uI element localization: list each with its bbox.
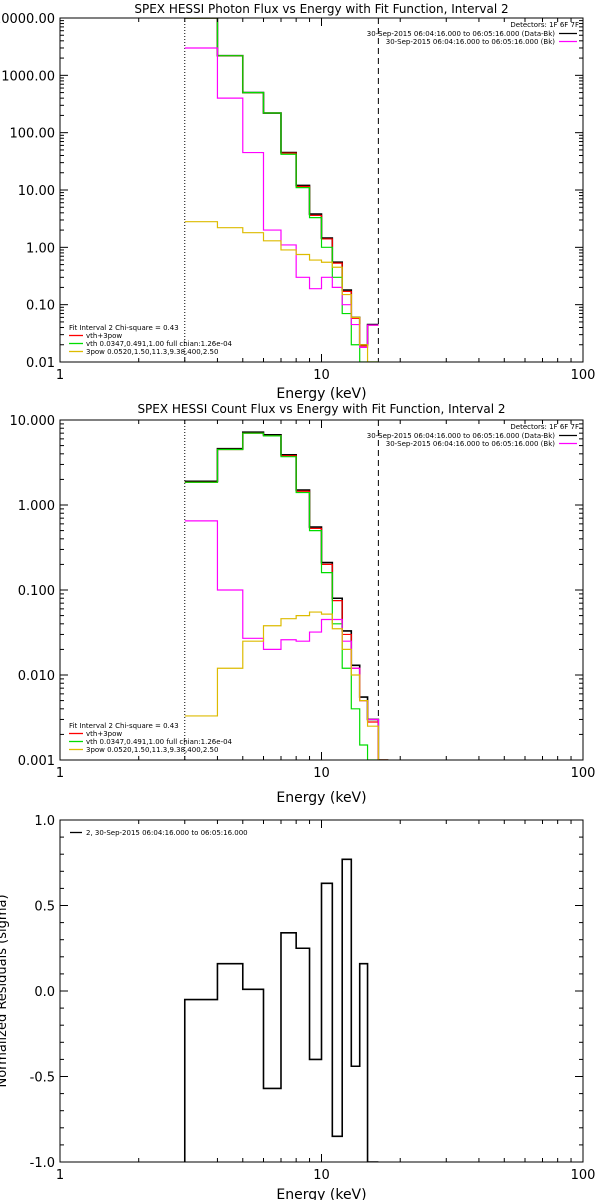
y-tick-label: 0.01 — [26, 356, 55, 371]
x-axis-label: Energy (keV) — [276, 1187, 366, 1200]
y-tick-label: 0.0 — [34, 985, 55, 1000]
chart-panel-2: 1 10 100 0.001 0.010 0.100 1.000 10.000 SPEX HES… — [10, 402, 596, 806]
fit-legend-label: 3pow 0.0520,1.50,11.3,9.38,400,2.50 — [86, 746, 218, 754]
y-tick-label: 1.000 — [18, 499, 55, 514]
y-tick-label: 0.5 — [34, 900, 55, 915]
axes-frame — [59, 419, 584, 761]
series-line-1 — [184, 18, 379, 346]
chart-panel-1: 1 10 100 0.01 0.10 1.00 10.00 100.00 1000.00 1000… — [0, 2, 595, 402]
series-line-1 — [184, 431, 389, 760]
fit-legend-label: vth 0.0347,0.491,1.00 full chian:1.26e-0… — [86, 340, 233, 348]
fit-legend-label: vth+3pow — [86, 730, 122, 738]
series-line-5 — [184, 611, 389, 760]
series-line-4 — [184, 47, 379, 348]
y-tick-label: 0.100 — [18, 584, 55, 599]
x-tick-label: 1 — [56, 766, 64, 781]
x-tick-label: 100 — [571, 368, 596, 383]
x-tick-label: 1 — [56, 368, 64, 383]
y-tick-label: -1.0 — [30, 1156, 55, 1171]
fit-legend-header: Fit Interval 2 Chi-square = 0.43 — [69, 722, 179, 730]
x-tick-label: 100 — [571, 766, 596, 781]
series-line-1 — [183, 858, 379, 1162]
legend-entry-label: 30-Sep-2015 06:04:16.000 to 06:05:16.000… — [367, 432, 556, 440]
axes-frame — [59, 17, 584, 363]
fit-legend-header: Fit Interval 2 Chi-square = 0.43 — [69, 324, 179, 332]
legend-entry-label: 2, 30-Sep-2015 06:04:16.000 to 06:05:16.… — [86, 829, 248, 837]
series-line-5 — [184, 221, 379, 362]
legend-entry-label: 30-Sep-2015 06:04:16.000 to 06:05:16.000… — [386, 38, 556, 46]
x-axis-label: Energy (keV) — [276, 386, 366, 402]
legend-header: Detectors: 1F 6F 7F — [510, 423, 579, 431]
legend-header: Detectors: 1F 6F 7F — [510, 21, 579, 29]
y-tick-label: -0.5 — [30, 1071, 55, 1086]
fit-legend-label: 3pow 0.0520,1.50,11.3,9.38,400,2.50 — [86, 348, 218, 356]
y-tick-label: 1000.00 — [1, 69, 55, 84]
y-tick-label: 0.10 — [26, 299, 55, 314]
x-axis-label: Energy (keV) — [276, 790, 366, 806]
y-tick-label: 0.010 — [18, 669, 55, 684]
fit-legend-label: vth 0.0347,0.491,1.00 full chian:1.26e-0… — [86, 738, 233, 746]
x-tick-label: 100 — [571, 1168, 596, 1183]
chart-title: SPEX HESSI Count Flux vs Energy with Fit… — [137, 402, 505, 416]
series-line-3 — [184, 432, 389, 760]
y-axis-label: Normalized Residuals (sigma) — [0, 894, 10, 1087]
x-tick-label: 1 — [56, 1168, 64, 1183]
fit-legend-label: vth+3pow — [86, 332, 122, 340]
x-tick-label: 10 — [313, 766, 330, 781]
y-tick-label: 0.001 — [18, 754, 55, 769]
x-tick-label: 10 — [313, 368, 330, 383]
chart-title: SPEX HESSI Photon Flux vs Energy with Fi… — [134, 2, 508, 16]
y-tick-label: 1.0 — [34, 814, 55, 829]
y-tick-label: 1.00 — [26, 241, 55, 256]
chart-panel-3: 1 10 100 -1.0 -0.5 0.0 0.5 1.0 Energy (keV) Norma… — [0, 814, 596, 1203]
legend-entry-label: 30-Sep-2015 06:04:16.000 to 06:05:16.000… — [386, 440, 556, 448]
plot-area — [183, 858, 379, 1162]
series-line-3 — [184, 18, 379, 362]
plot-area — [184, 420, 389, 760]
y-tick-label: 10.000 — [10, 414, 56, 429]
y-tick-label: 10000.00 — [0, 12, 55, 27]
series-line-4 — [184, 520, 389, 760]
series-line-2 — [184, 18, 379, 347]
y-tick-label: 100.00 — [10, 127, 56, 142]
x-tick-label: 10 — [313, 1168, 330, 1183]
y-tick-label: 10.00 — [18, 184, 55, 199]
plot-area — [184, 18, 379, 362]
legend-entry-label: 30-Sep-2015 06:04:16.000 to 06:05:16.000… — [367, 30, 556, 38]
